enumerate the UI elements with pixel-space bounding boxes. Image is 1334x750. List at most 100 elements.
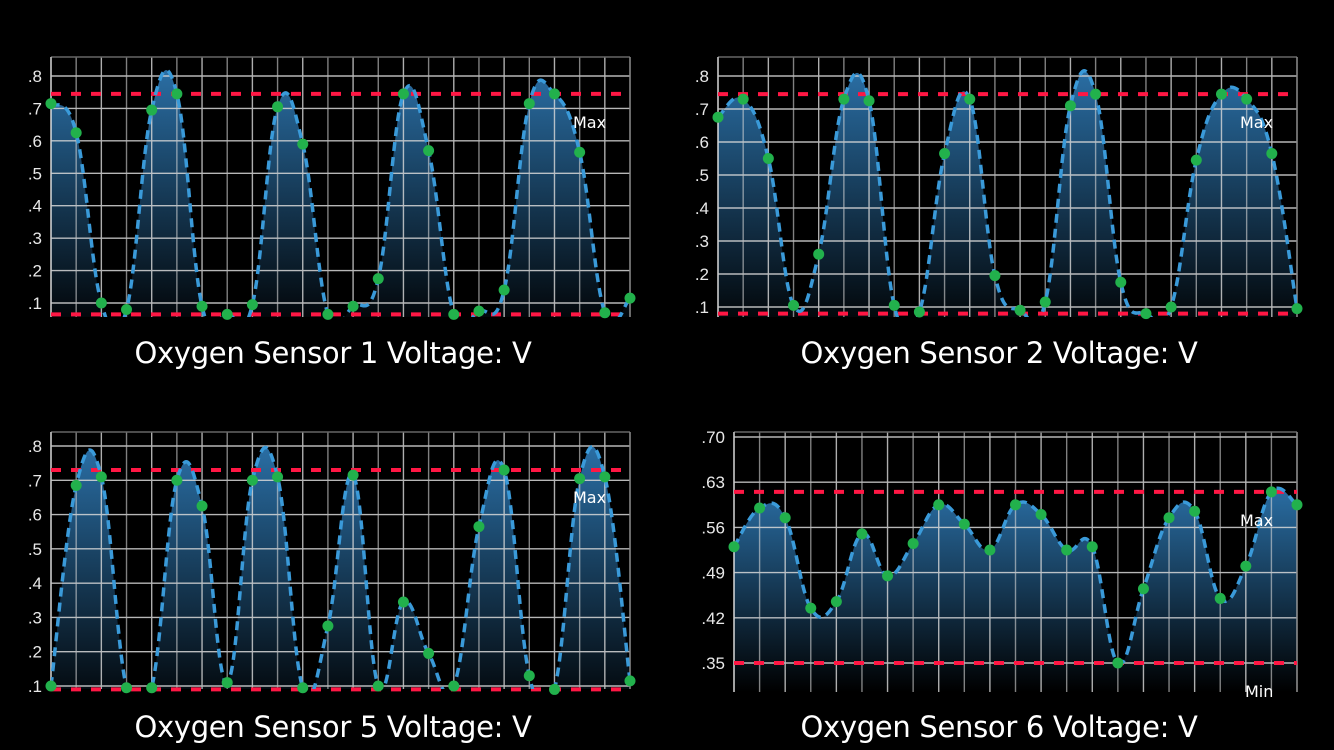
data-point[interactable]	[779, 512, 791, 524]
data-point[interactable]	[146, 682, 158, 694]
data-point[interactable]	[297, 682, 309, 694]
data-point[interactable]	[813, 248, 825, 260]
data-point[interactable]	[1240, 560, 1252, 572]
data-point[interactable]	[939, 148, 951, 160]
data-point[interactable]	[1190, 154, 1202, 166]
data-point[interactable]	[1140, 308, 1152, 320]
data-point[interactable]	[1112, 657, 1124, 669]
data-point[interactable]	[907, 538, 919, 550]
data-point[interactable]	[70, 479, 82, 491]
data-point[interactable]	[624, 292, 636, 304]
data-point[interactable]	[933, 499, 945, 511]
data-point[interactable]	[888, 299, 900, 311]
data-point[interactable]	[574, 146, 586, 158]
data-point[interactable]	[737, 93, 749, 105]
data-point[interactable]	[1265, 486, 1277, 498]
data-point[interactable]	[45, 98, 57, 110]
data-point[interactable]	[1010, 499, 1021, 511]
data-point[interactable]	[221, 677, 233, 689]
data-point[interactable]	[171, 88, 183, 100]
data-point[interactable]	[1090, 88, 1102, 100]
data-point[interactable]	[448, 308, 460, 320]
data-point[interactable]	[121, 682, 133, 694]
data-point[interactable]	[473, 521, 485, 533]
data-point[interactable]	[196, 300, 208, 312]
y-tick-label: .2	[28, 643, 42, 662]
data-point[interactable]	[1137, 583, 1149, 595]
data-point[interactable]	[863, 95, 875, 107]
data-point[interactable]	[397, 88, 409, 100]
data-point[interactable]	[805, 602, 817, 614]
data-point[interactable]	[1035, 508, 1047, 520]
data-point[interactable]	[473, 305, 485, 317]
data-point[interactable]	[372, 680, 384, 692]
data-point[interactable]	[246, 299, 258, 311]
data-point[interactable]	[196, 500, 208, 512]
data-point[interactable]	[762, 153, 774, 164]
data-point[interactable]	[989, 270, 1001, 282]
data-point[interactable]	[913, 306, 925, 318]
data-point[interactable]	[272, 471, 284, 483]
data-point[interactable]	[984, 544, 996, 556]
y-tick-label: .6	[28, 132, 42, 151]
data-point[interactable]	[322, 308, 334, 320]
data-point[interactable]	[246, 474, 258, 486]
data-point[interactable]	[1291, 499, 1303, 511]
data-point[interactable]	[958, 518, 970, 530]
data-point[interactable]	[523, 98, 535, 110]
data-point[interactable]	[423, 647, 435, 659]
data-point[interactable]	[1291, 303, 1303, 315]
data-point[interactable]	[882, 570, 894, 582]
data-point[interactable]	[498, 284, 510, 296]
data-point[interactable]	[347, 469, 359, 481]
data-point[interactable]	[830, 596, 842, 608]
data-point[interactable]	[1165, 301, 1177, 313]
data-point[interactable]	[221, 308, 233, 320]
data-point[interactable]	[1064, 100, 1076, 112]
data-point[interactable]	[624, 675, 636, 687]
data-point[interactable]	[574, 473, 586, 485]
chart-title: Oxygen Sensor 2 Voltage: V	[800, 336, 1198, 370]
data-point[interactable]	[788, 299, 800, 311]
data-point[interactable]	[70, 127, 82, 139]
data-point[interactable]	[548, 88, 560, 100]
data-point[interactable]	[964, 93, 976, 105]
data-point[interactable]	[548, 683, 560, 695]
data-point[interactable]	[1014, 304, 1026, 316]
data-point[interactable]	[272, 101, 284, 113]
data-point[interactable]	[1061, 544, 1073, 556]
data-point[interactable]	[146, 104, 158, 116]
data-point[interactable]	[856, 528, 868, 540]
data-point[interactable]	[322, 620, 334, 632]
data-point[interactable]	[1115, 276, 1127, 288]
data-point[interactable]	[754, 502, 766, 514]
data-point[interactable]	[1266, 148, 1278, 160]
data-point[interactable]	[1241, 93, 1253, 105]
data-point[interactable]	[372, 273, 384, 285]
data-point[interactable]	[498, 464, 510, 476]
data-point[interactable]	[1086, 541, 1098, 553]
data-point[interactable]	[523, 670, 535, 682]
data-point[interactable]	[1163, 512, 1175, 524]
data-point[interactable]	[599, 307, 611, 319]
data-point[interactable]	[45, 680, 57, 692]
data-point[interactable]	[347, 300, 359, 312]
y-tick-label: .70	[701, 428, 725, 447]
data-point[interactable]	[171, 474, 183, 486]
data-point[interactable]	[1214, 592, 1226, 604]
data-point[interactable]	[838, 93, 850, 105]
data-point[interactable]	[1189, 505, 1201, 517]
data-point[interactable]	[95, 471, 107, 483]
data-point[interactable]	[297, 138, 309, 150]
data-point[interactable]	[712, 111, 724, 123]
data-point[interactable]	[423, 145, 435, 157]
data-point[interactable]	[397, 596, 409, 608]
data-point[interactable]	[599, 471, 611, 483]
data-point[interactable]	[1215, 88, 1227, 100]
data-point[interactable]	[121, 303, 133, 315]
grid	[733, 431, 1298, 692]
data-point[interactable]	[1039, 296, 1051, 308]
data-point[interactable]	[448, 680, 460, 692]
data-point[interactable]	[728, 541, 740, 553]
data-point[interactable]	[95, 297, 107, 309]
